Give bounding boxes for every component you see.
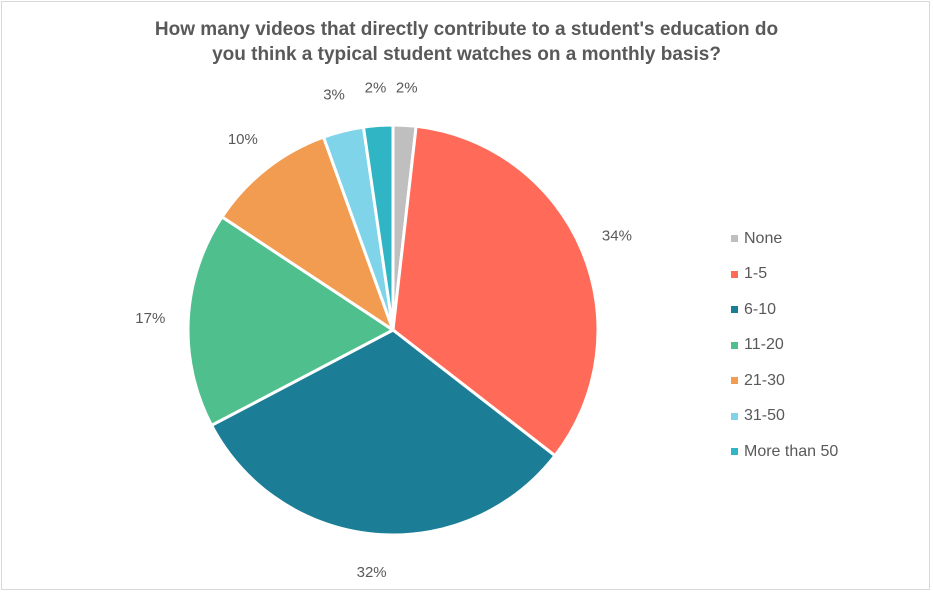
- pie-slice-1-5: [391, 124, 600, 458]
- legend-swatch: [731, 412, 738, 420]
- legend-item-1-5: 1-5: [731, 257, 838, 293]
- chart-legend: None 1-5 6-10 11-20 21-30 31-50 More than 50: [731, 221, 838, 470]
- legend-label: 6-10: [744, 300, 777, 318]
- legend-item-21-30: 21-30: [731, 363, 838, 399]
- legend-label: 31-50: [744, 407, 785, 425]
- legend-label: None: [744, 229, 783, 247]
- data-label-more-than-50: 2%: [365, 80, 387, 97]
- legend-item-none: None: [731, 221, 838, 257]
- legend-swatch: [731, 377, 738, 385]
- chart-title-line-2: you think a typical student watches on a…: [212, 44, 721, 65]
- legend-swatch: [731, 341, 738, 349]
- legend-item-31-50: 31-50: [731, 399, 838, 435]
- chart-title: How many videos that directly contribute…: [0, 17, 933, 67]
- legend-label: 11-20: [744, 336, 784, 354]
- data-label-6-10: 32%: [357, 564, 387, 581]
- legend-swatch: [731, 306, 738, 314]
- chart-title-line-1: How many videos that directly contribute…: [154, 19, 779, 40]
- legend-label: 21-30: [744, 371, 785, 389]
- legend-swatch: [731, 270, 738, 278]
- data-label-1-5: 34%: [602, 228, 632, 245]
- legend-item-more-than-50: More than 50: [731, 434, 838, 470]
- legend-item-6-10: 6-10: [731, 292, 838, 328]
- data-label-none: 2%: [396, 79, 418, 96]
- pie-slice-11-20: [186, 214, 396, 428]
- pie-slice-more-than-50: [361, 123, 395, 331]
- data-label-21-30: 10%: [228, 131, 258, 148]
- pie-slice-21-30: [219, 135, 396, 334]
- legend-label: More than 50: [744, 442, 839, 460]
- data-label-31-50: 3%: [323, 86, 345, 103]
- legend-label: 1-5: [744, 265, 768, 283]
- legend-swatch: [731, 235, 738, 243]
- data-label-11-20: 17%: [135, 310, 165, 327]
- legend-item-11-20: 11-20: [731, 328, 838, 364]
- legend-swatch: [731, 448, 738, 456]
